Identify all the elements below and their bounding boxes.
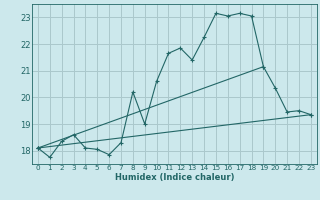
X-axis label: Humidex (Indice chaleur): Humidex (Indice chaleur) xyxy=(115,173,234,182)
